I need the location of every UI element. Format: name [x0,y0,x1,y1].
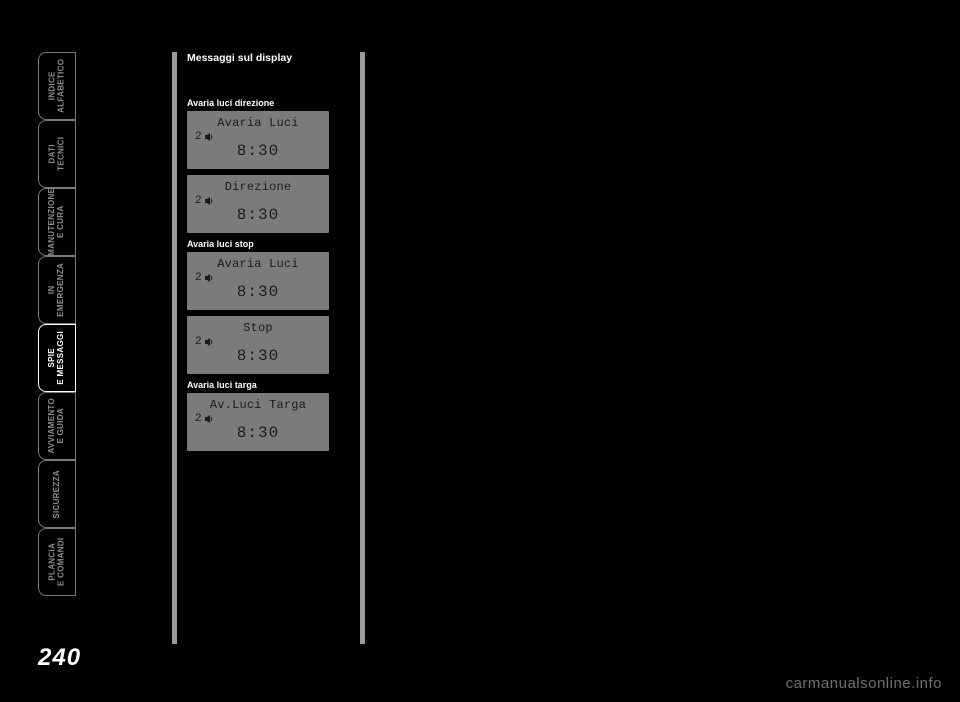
tab-label: PLANCIAE COMANDI [48,538,66,586]
lcd-indicator-num: 2 [195,336,202,348]
lcd-title: Av.Luci Targa [195,398,321,412]
watermark: carmanualsonline.info [786,675,942,692]
tab-manutenzione[interactable]: MANUTENZIONEE CURA [38,188,76,256]
tab-label: SPIEE MESSAGGI [48,331,66,385]
tab-emergenza[interactable]: INEMERGENZA [38,256,76,324]
speaker-icon [204,273,214,283]
tab-dati[interactable]: DATITECNICI [38,120,76,188]
column-heading: Messaggi sul display [187,52,346,92]
lcd-indicator-num: 2 [195,413,202,425]
group-label: Avaria luci stop [187,239,346,249]
lcd-time: 8:30 [195,283,321,301]
group-label: Avaria luci direzione [187,98,346,108]
tab-spie[interactable]: SPIEE MESSAGGI [38,324,76,392]
speaker-icon [204,414,214,424]
lcd-display: Stop 2 8:30 [187,316,329,374]
column-divider [360,52,365,644]
lcd-indicator-num: 2 [195,195,202,207]
speaker-icon [204,132,214,142]
messages-column: Messaggi sul display Avaria luci direzio… [172,52,346,644]
group-label: Avaria luci targa [187,380,346,390]
lcd-title: Direzione [195,180,321,194]
lcd-time: 8:30 [195,142,321,160]
tab-label: AVVIAMENTOE GUIDA [48,398,66,454]
lcd-time: 8:30 [195,347,321,365]
tab-sicurezza[interactable]: SICUREZZA [38,460,76,528]
lcd-time: 8:30 [195,206,321,224]
lcd-indicator-num: 2 [195,131,202,143]
tab-label: INEMERGENZA [48,263,66,317]
tab-label: INDICEALFABETICO [48,59,66,113]
lcd-indicator-num: 2 [195,272,202,284]
lcd-display: Avaria Luci 2 8:30 [187,111,329,169]
tab-avviamento[interactable]: AVVIAMENTOE GUIDA [38,392,76,460]
tab-indice[interactable]: INDICEALFABETICO [38,52,76,120]
tab-label: SICUREZZA [53,470,62,518]
lcd-time: 8:30 [195,424,321,442]
speaker-icon [204,337,214,347]
speaker-icon [204,196,214,206]
lcd-display: Avaria Luci 2 8:30 [187,252,329,310]
tab-label: DATITECNICI [48,137,66,171]
page-number: 240 [38,644,81,672]
tab-label: MANUTENZIONEE CURA [48,188,66,256]
lcd-display: Direzione 2 8:30 [187,175,329,233]
tab-plancia[interactable]: PLANCIAE COMANDI [38,528,76,596]
lcd-display: Av.Luci Targa 2 8:30 [187,393,329,451]
section-tabs: PLANCIAE COMANDI SICUREZZA AVVIAMENTOE G… [38,52,76,596]
lcd-title: Stop [195,321,321,335]
lcd-title: Avaria Luci [195,116,321,130]
lcd-title: Avaria Luci [195,257,321,271]
